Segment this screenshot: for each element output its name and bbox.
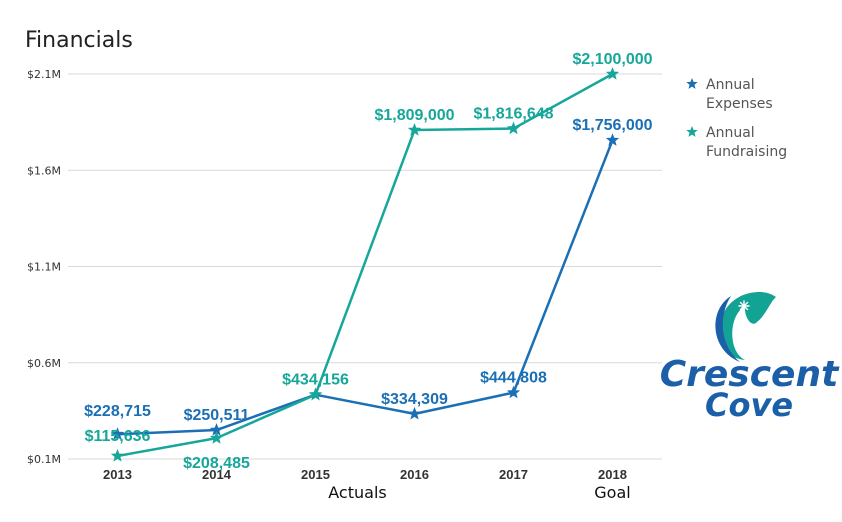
- series-lines: [110, 67, 620, 462]
- x-tick-label: 2013: [103, 467, 132, 482]
- x-tick-label: 2017: [499, 467, 528, 482]
- data-label: $434,156: [282, 372, 349, 389]
- legend-label[interactable]: Annual: [706, 125, 755, 141]
- data-point-star: [110, 448, 125, 462]
- data-point-star: [605, 67, 620, 80]
- data-label: $334,309: [381, 391, 448, 408]
- legend-label[interactable]: Annual: [706, 77, 755, 93]
- legend[interactable]: Annual Expenses Annual Fundraising: [686, 77, 787, 160]
- data-label: $444,808: [480, 370, 547, 387]
- y-tick-label: $1.1M: [27, 261, 61, 274]
- data-label: $228,715: [84, 403, 151, 420]
- data-point-star: [605, 133, 620, 146]
- legend-label[interactable]: Fundraising: [706, 144, 787, 160]
- data-point-star: [209, 431, 224, 444]
- data-point-star: [506, 121, 521, 135]
- x-axis-ticks: 2013 2014 2015 2016 2017 2018 Actuals Goal: [103, 467, 631, 502]
- chart-title: Financials: [25, 28, 133, 53]
- series-line-fundraising: [117, 72, 614, 458]
- x-tick-label: 2014: [202, 467, 232, 482]
- crescent-cove-logo: Crescent Cove: [660, 292, 840, 424]
- data-label: $115,636: [85, 428, 151, 445]
- x-tick-label: 2016: [400, 467, 429, 482]
- legend-label[interactable]: Expenses: [706, 96, 773, 112]
- gridlines: [68, 73, 662, 460]
- data-label: $250,511: [184, 407, 250, 424]
- crescent-moon-star-icon: [715, 292, 776, 362]
- y-tick-label: $2.1M: [27, 68, 61, 81]
- data-point-star: [209, 423, 224, 436]
- legend-star-icon: [686, 126, 698, 137]
- data-point-star: [407, 123, 422, 136]
- data-label: $2,100,000: [572, 51, 652, 68]
- data-point-star: [308, 387, 323, 401]
- series-line-expenses: [117, 139, 614, 436]
- data-labels: $228,715 $250,511 $334,309 $444,808 $1,756,0…: [84, 51, 653, 472]
- data-label: $1,756,000: [572, 117, 652, 134]
- logo-text-line1: Crescent: [660, 354, 840, 395]
- category-group-label: Goal: [594, 483, 630, 502]
- x-tick-label: 2015: [301, 467, 330, 482]
- x-tick-label: 2018: [598, 467, 627, 482]
- y-axis-ticks: $0.1M $0.6M $1.1M $1.6M $2.1M: [27, 68, 61, 466]
- data-point-star: [110, 427, 125, 440]
- data-label: $1,809,000: [374, 107, 454, 124]
- y-tick-label: $1.6M: [27, 164, 61, 177]
- logo-text-line2: Cove: [705, 386, 793, 424]
- data-point-star: [407, 406, 422, 420]
- y-tick-label: $0.1M: [27, 453, 61, 466]
- data-label: $208,485: [183, 455, 250, 472]
- legend-star-icon: [686, 78, 698, 89]
- category-group-label: Actuals: [328, 483, 386, 502]
- data-point-star: [506, 385, 521, 399]
- y-tick-label: $0.6M: [27, 357, 61, 370]
- data-label: $1,816,648: [473, 106, 553, 123]
